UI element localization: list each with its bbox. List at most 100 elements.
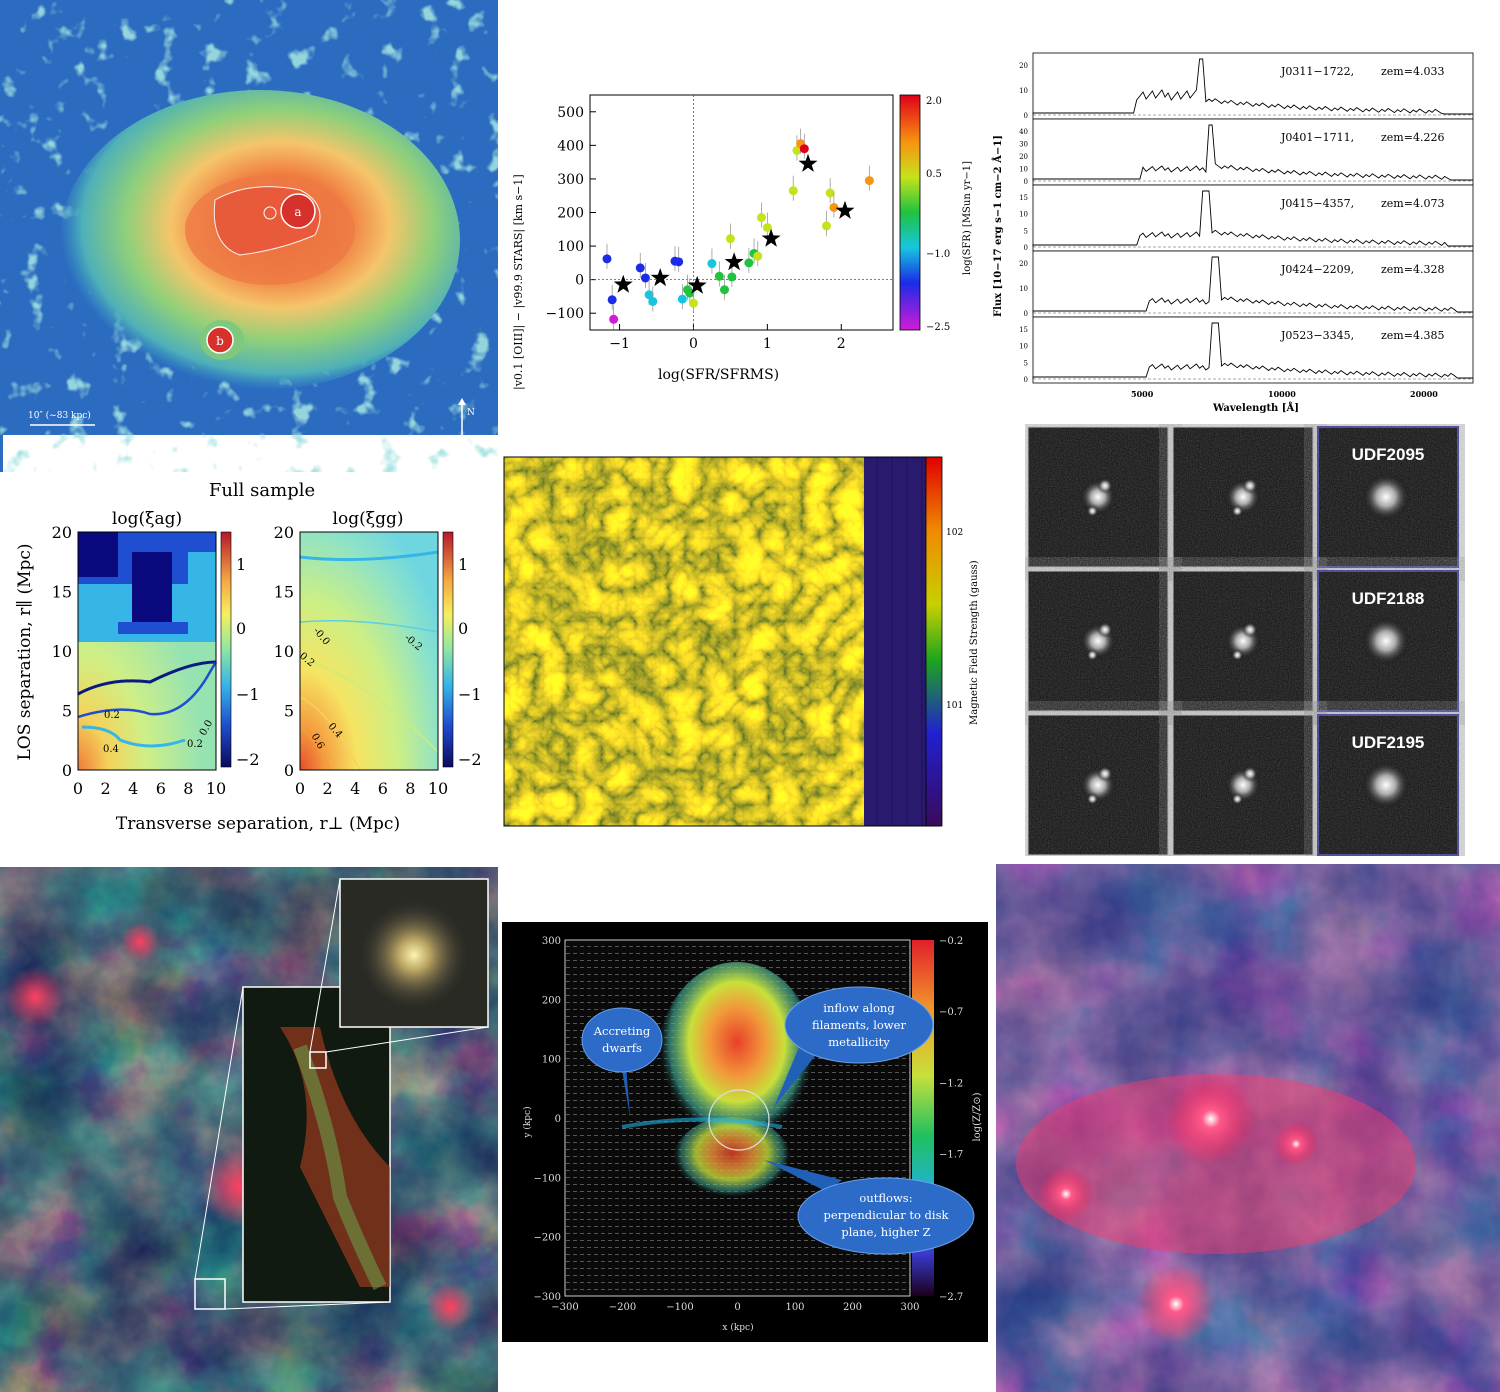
quasar-spectra-panel: 20 10 0 J0311−1722, zem=4.033 40 30 20 10 0 J0401−… [985,45,1485,420]
cbar-tick-3: −2.5 [926,322,950,333]
callout-inflow-line2: filaments, lower [812,1018,906,1032]
callout-outflow-line3: plane, higher Z [841,1225,930,1239]
flux-tick-label: 0 [1024,244,1028,252]
udf-label: UDF2095 [1352,445,1425,464]
left-cbar-tick-m1: −1 [236,685,260,704]
flux-tick-label: 0 [1024,376,1028,384]
metallicity-cbar-tick: −2.7 [939,1292,963,1303]
cosmic-web-zoom-panel [0,867,498,1392]
spectrum-frame [1032,250,1474,318]
galaxy-blob [1362,761,1410,809]
data-point [674,257,684,267]
data-point [725,234,735,244]
y-axis-label: |v0.1 [OIII]| − |v99.9 STARS| [km s−1] [512,174,526,390]
quasar-name: J0311−1722, [1280,65,1354,78]
data-point [744,258,754,268]
spectrum-panel: 20 10 0 J0424−2209, zem=4.328 [1019,250,1474,318]
udf-image-cell: UDF2095 [1317,426,1459,568]
field-cbar-tick-low: 101 [946,701,963,711]
median-star [761,228,781,247]
sfr-colorbar [899,94,921,331]
median-star [650,268,670,287]
right-panel-title: log(ξgg) [333,509,404,529]
quasar-redshift: zem=4.385 [1381,329,1444,342]
median-star [613,274,633,293]
data-point [677,294,687,304]
quasar-name: J0424−2209, [1280,263,1354,276]
y-tick-label: 0 [575,273,584,289]
left-cbar-tick-m2: −2 [236,750,260,769]
transverse-axis-label: Transverse separation, r⊥ (Mpc) [116,814,400,834]
wavelength-axis-label: Wavelength [Å] [1212,402,1299,414]
x-tick-label: 1 [763,336,772,352]
velocity-sfr-scatter-chart: 500 400 300 200 100 0 −100 −1 0 1 2 log(SFR/SFRMS… [512,94,973,390]
metallicity-cbar-tick: −1.7 [939,1150,963,1161]
correlation-function-panel: Full sample log(ξag) log(ξgg) 0.2 0.4 0.… [0,472,500,852]
right-cbar-tick-m2: −2 [458,750,482,769]
data-point [825,188,835,198]
transverse-tick-label: 0 [295,779,305,798]
spectrum-panel: 40 30 20 10 0 J0401−1711, zem=4.226 [1019,118,1474,186]
data-point [720,285,730,295]
spectrum-line [1032,190,1473,247]
quasar-name: J0401−1711, [1280,131,1354,144]
zoom-box-2 [309,1051,327,1069]
metallicity-flow-chart: −300 −200 −100 0 100 200 300 300 200 100 0 −100 −200… [522,936,983,1333]
transverse-tick-label: 2 [323,779,333,798]
data-point [753,251,763,261]
quasar-spectra-chart: 20 10 0 J0311−1722, zem=4.033 40 30 20 10 0 J0401−… [992,52,1474,414]
flux-tick-label: 30 [1019,141,1028,149]
los-tick-label: 15 [274,583,294,602]
transverse-tick-label: 8 [405,779,415,798]
callout-outflow-line1: outflows: [859,1191,912,1205]
los-axis-label: LOS separation, r∥ (Mpc) [15,543,35,760]
udf-galaxy-grid-panel: UDF2095 UDF2188 UDF2195 [1025,424,1465,856]
flux-tick-label: 0 [1024,178,1028,186]
flux-axis-label: Flux [10−17 erg s−1 cm−2 Å−1] [992,135,1004,317]
flux-tick-label: 40 [1019,128,1028,136]
spectrum-line [1032,256,1473,313]
los-tick-label: 10 [274,642,294,661]
x-tick-label: −1 [609,336,630,352]
transverse-tick-label: 6 [378,779,388,798]
quasar-name: J0523−3345, [1280,329,1354,342]
flux-tick-label: 10 [1019,166,1028,174]
colorbar-label: log(SFR) [MSun yr−1] [962,161,973,275]
callout-outflow-line2: perpendicular to disk [824,1208,950,1222]
median-star [724,252,744,271]
flux-tick-label: 10 [1019,211,1028,219]
metallicity-cbar-tick: −1.2 [939,1078,963,1089]
spectrum-panel: 20 10 0 J0311−1722, zem=4.033 [1019,52,1474,120]
right-cbar-tick-m1: −1 [458,685,482,704]
median-star [687,275,707,294]
flow-y-tick: 300 [542,936,561,947]
spectrum-line [1032,124,1473,181]
data-point [609,314,619,324]
data-point [635,263,645,273]
callout-inflow-line3: metallicity [828,1035,890,1049]
flux-tick-label: 10 [1019,285,1028,293]
galaxy-contour-map-panel: a b 10″ (~83 kpc) N [0,0,498,472]
quasar-redshift: zem=4.226 [1381,131,1444,144]
data-point [607,295,617,305]
flow-x-tick: 200 [843,1302,862,1313]
data-point [792,145,802,155]
data-point [799,144,809,154]
galaxy-blob [1362,617,1410,665]
spectrum-frame [1032,184,1474,252]
wl-tick-10000: 10000 [1268,389,1296,399]
callout-dwarfs-line1: Accreting [593,1024,651,1038]
wl-tick-20000: 20000 [1410,389,1438,399]
udf-image-cell: UDF2188 [1317,570,1459,712]
udf-label: UDF2188 [1352,589,1425,608]
spectrum-panel: 15 10 5 0 J0415−4357, zem=4.073 [1019,184,1474,252]
flux-tick-label: 5 [1024,359,1028,367]
flux-tick-label: 0 [1024,112,1028,120]
field-colorbar-label: Magnetic Field Strength (gauss) [969,560,980,725]
y-tick-label: 300 [557,172,584,188]
transverse-tick-label: 10 [206,779,226,798]
quasar-name: J0415−4357, [1280,197,1354,210]
velocity-sfr-scatter-panel: 500 400 300 200 100 0 −100 −1 0 1 2 log(SFR/SFRMS… [500,60,980,400]
right-colorbar [442,531,454,768]
flux-tick-label: 10 [1019,87,1028,95]
